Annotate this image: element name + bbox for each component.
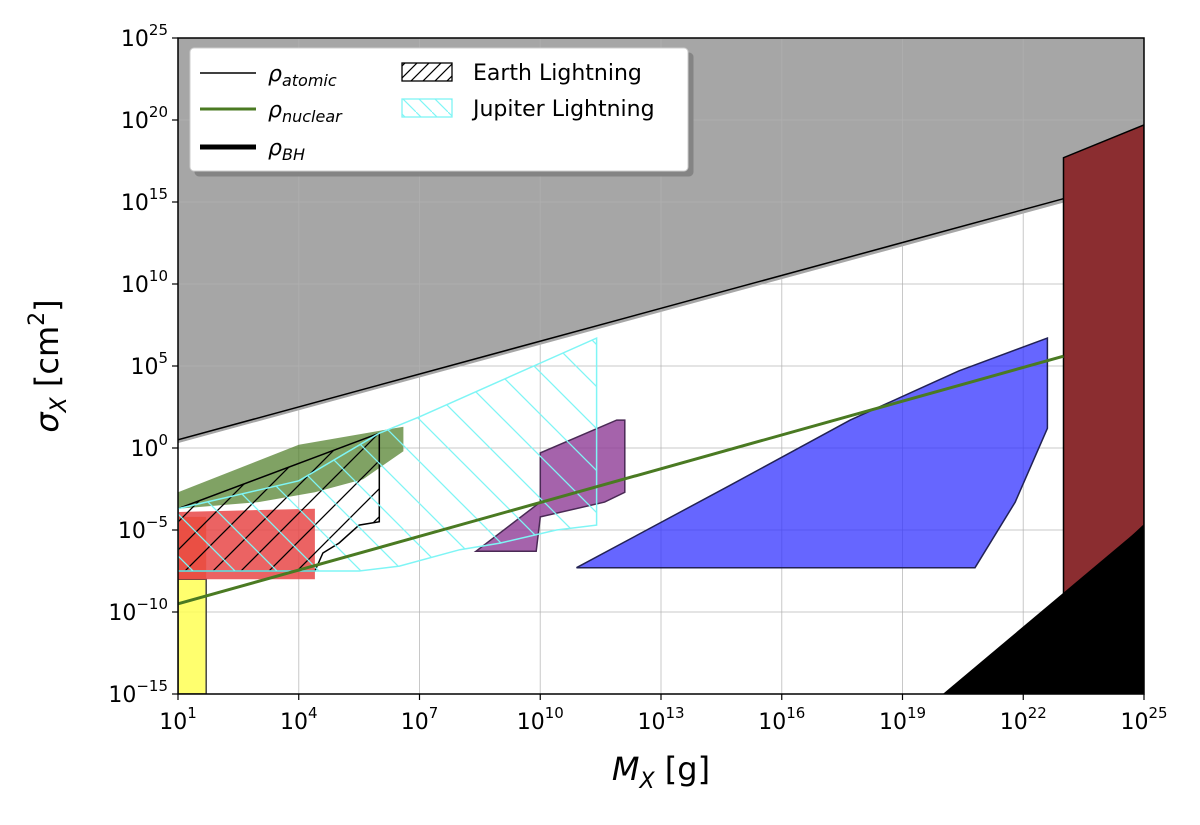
y-tick-label: 100 (130, 431, 168, 462)
y-tick-exp: −5 (146, 513, 168, 531)
ticks-layer: 101 104 107 1010 1013 1016 1019 1022 102510−1510… (108, 21, 1167, 735)
legend-entry-rho-nuclear: ρnuclear (268, 98, 343, 126)
lines-layer (178, 197, 1064, 606)
legend-rho-atomic-symbol: ρ (268, 62, 282, 87)
y-tick-exp: 10 (149, 267, 168, 285)
x-tick-exp: 25 (1148, 704, 1167, 722)
x-tick-exp: 4 (308, 704, 318, 722)
y-tick-base: 10 (108, 683, 136, 708)
y-tick-exp: −10 (136, 595, 168, 613)
y-tick-label: 1020 (121, 103, 168, 134)
x-tick-exp: 22 (1028, 704, 1047, 722)
x-tick-label: 104 (280, 704, 318, 735)
y-tick-base: 10 (121, 191, 149, 216)
y-tick-exp: 15 (149, 185, 168, 203)
legend-entry-jupiter-lightning: Jupiter Lightning (471, 97, 655, 122)
y-tick-label: 10−5 (118, 513, 168, 544)
y-axis-label-end: ] (28, 299, 66, 311)
legend-rho-nuclear-sub: nuclear (282, 107, 343, 126)
x-tick-label: 1025 (1120, 704, 1167, 735)
y-tick-label: 10−10 (108, 595, 168, 626)
y-tick-exp: 20 (149, 103, 168, 121)
x-axis-label: MX [g] (612, 750, 710, 794)
y-axis-label-main: σ (28, 411, 66, 433)
y-tick-label: 1025 (121, 21, 168, 52)
legend-rho-bh-symbol: ρ (268, 136, 282, 161)
y-tick-label: 105 (130, 349, 168, 380)
hatch-layer (178, 336, 598, 572)
legend: ρatomic ρnuclear ρBH Earth Lightning Jup… (189, 47, 689, 172)
y-axis-label-rest: [cm (28, 326, 66, 397)
x-tick-base: 10 (1120, 710, 1148, 735)
x-tick-base: 10 (637, 710, 665, 735)
y-tick-exp: 0 (158, 431, 168, 449)
legend-entry-earth-lightning: Earth Lightning (473, 61, 642, 86)
legend-rho-bh-sub: BH (282, 145, 305, 164)
x-tick-label: 101 (159, 704, 197, 735)
legend-swatch-earth-lightning (401, 62, 453, 82)
x-tick-label: 1019 (879, 704, 926, 735)
x-tick-label: 1013 (637, 704, 684, 735)
y-tick-base: 10 (121, 27, 149, 52)
x-tick-exp: 16 (786, 704, 805, 722)
x-tick-base: 10 (879, 710, 907, 735)
x-tick-exp: 10 (545, 704, 564, 722)
y-tick-base: 10 (130, 437, 158, 462)
x-tick-label: 107 (401, 704, 439, 735)
x-tick-exp: 19 (907, 704, 926, 722)
legend-entry-rho-atomic: ρatomic (268, 62, 337, 90)
legend-rho-nuclear-symbol: ρ (268, 98, 282, 123)
y-axis-label: σX [cm2] (25, 299, 72, 432)
x-axis-label-sub: X (639, 769, 656, 794)
x-tick-base: 10 (159, 710, 187, 735)
legend-entry-rho-bh: ρBH (268, 136, 305, 164)
black-bh-region (942, 525, 1144, 694)
x-tick-base: 10 (401, 710, 429, 735)
x-tick-label: 1022 (1000, 704, 1047, 735)
x-tick-base: 10 (280, 710, 308, 735)
y-tick-label: 1010 (121, 267, 168, 298)
y-tick-base: 10 (118, 519, 146, 544)
y-tick-label: 1015 (121, 185, 168, 216)
x-tick-exp: 7 (429, 704, 439, 722)
y-tick-exp: 5 (158, 349, 168, 367)
x-tick-base: 10 (1000, 710, 1028, 735)
legend-swatch-jupiter-lightning (401, 98, 453, 118)
maroon-region (1062, 124, 1144, 603)
y-tick-base: 10 (121, 273, 149, 298)
rho-atomic-line (178, 197, 1064, 441)
x-tick-base: 10 (758, 710, 786, 735)
x-axis-label-rest: [g] (655, 750, 710, 788)
jupiter-lightning-region (178, 336, 598, 572)
rho-nuclear-line (178, 354, 1064, 606)
x-tick-exp: 1 (187, 704, 197, 722)
y-tick-exp: 25 (149, 21, 168, 39)
y-tick-exp: −15 (136, 677, 168, 695)
y-tick-label: 10−15 (108, 677, 168, 708)
y-axis-label-sup: 2 (25, 312, 50, 326)
x-tick-label: 1016 (758, 704, 805, 735)
x-axis-label-main: M (612, 750, 640, 788)
y-tick-base: 10 (130, 355, 158, 380)
legend-rho-atomic-sub: atomic (282, 71, 337, 90)
x-tick-exp: 13 (665, 704, 684, 722)
x-tick-base: 10 (517, 710, 545, 735)
blue-region (576, 337, 1049, 569)
x-tick-label: 1010 (517, 704, 564, 735)
y-tick-base: 10 (108, 601, 136, 626)
y-axis-label-sub: X (47, 396, 72, 413)
y-tick-base: 10 (121, 109, 149, 134)
